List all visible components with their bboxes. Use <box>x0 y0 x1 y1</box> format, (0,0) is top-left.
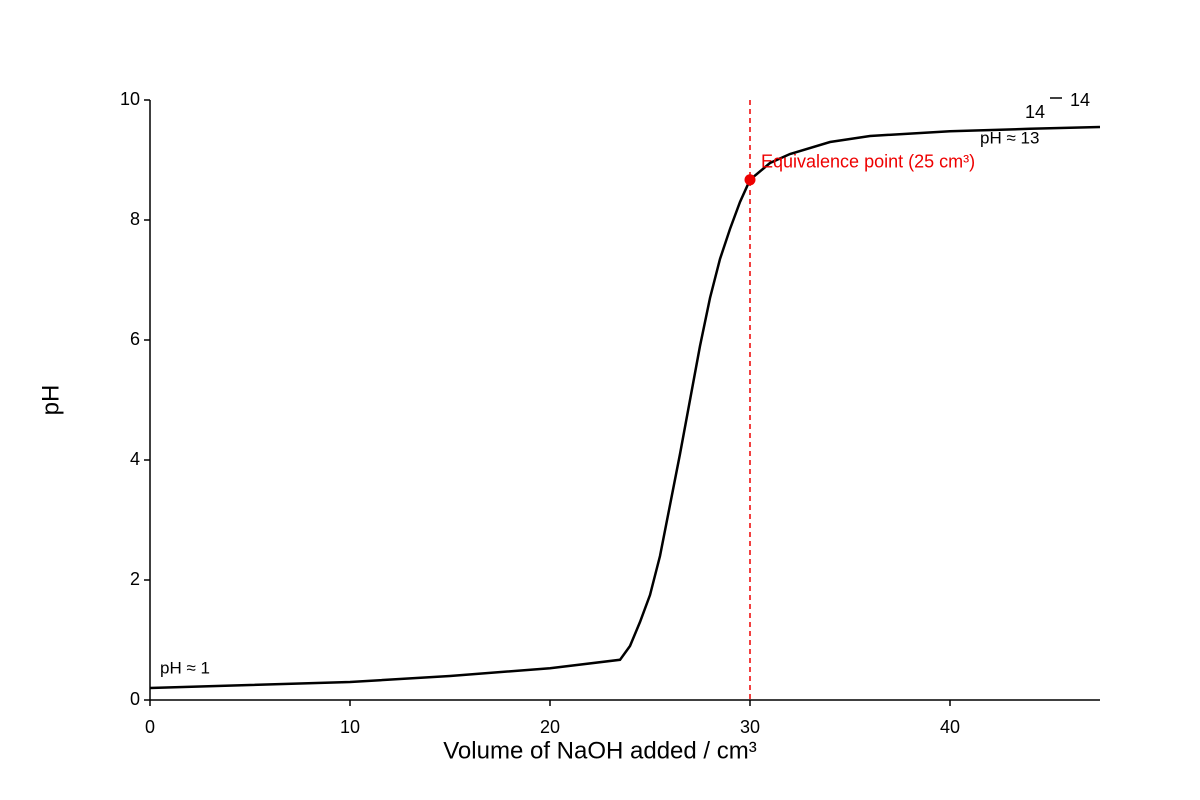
x-tick-label: 0 <box>145 717 155 737</box>
annotation: pH ≈ 13 <box>980 128 1039 147</box>
x-tick-label: 10 <box>340 717 360 737</box>
y-axis-title: pH <box>37 385 64 416</box>
y-tick-label: 4 <box>130 449 140 469</box>
equivalence-label: Equivalence point (25 cm³) <box>761 152 975 172</box>
x-tick-label: 30 <box>740 717 760 737</box>
equivalence-point <box>744 174 756 186</box>
annotation: 14 <box>1070 90 1090 110</box>
curve <box>149 125 1101 690</box>
y-tick-label: 2 <box>130 569 140 589</box>
x-axis-title: Volume of NaOH added / cm³ <box>443 737 756 764</box>
x-tick-label: 40 <box>940 717 960 737</box>
y-tick-label: 8 <box>130 209 140 229</box>
annotation: 14 <box>1025 102 1045 122</box>
y-tick-label: 10 <box>120 89 140 109</box>
y-tick-label: 6 <box>130 329 140 349</box>
annotation: pH ≈ 1 <box>160 658 210 677</box>
y-tick-label: 0 <box>130 689 140 709</box>
x-tick-label: 20 <box>540 717 560 737</box>
